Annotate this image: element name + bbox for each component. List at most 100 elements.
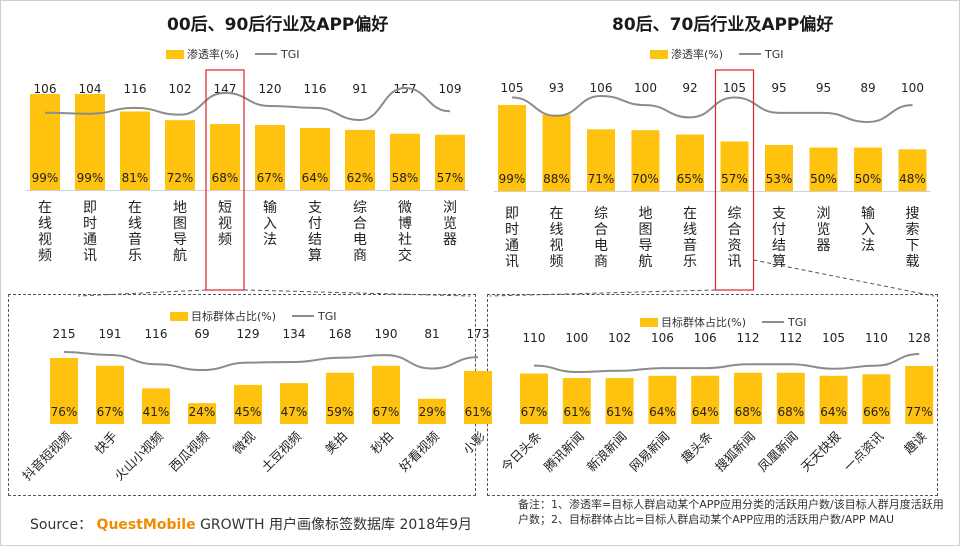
bar xyxy=(498,105,526,191)
footnote: 备注：1、渗透率=目标人群启动某个APP应用分类的活跃用户数/该目标人群月度活跃… xyxy=(518,498,944,526)
tgi-value-label: 128 xyxy=(908,331,931,345)
bar-value-label: 64% xyxy=(649,405,676,419)
legend-line-label: TGI xyxy=(788,315,807,329)
category-label: 快手 xyxy=(92,429,120,457)
category-label: 地图导航 xyxy=(639,206,653,270)
category-label: 输入法 xyxy=(263,200,277,248)
bar xyxy=(234,384,262,424)
category-label: 综合电商 xyxy=(353,200,367,264)
category-label: 微博社交 xyxy=(398,200,412,264)
category-label: 抖音短视频 xyxy=(19,428,74,483)
chart-1: 99% 105 即时通讯 88% 93 在线视频 71% 106 综合电商 70% 100 地图导航 6… xyxy=(489,69,935,297)
bar-value-label: 66% xyxy=(863,405,890,419)
tgi-value-label: 95 xyxy=(771,81,786,95)
chart-title-young: 00后、90后行业及APP偏好 xyxy=(167,15,389,35)
tgi-value-label: 116 xyxy=(124,82,147,96)
bar-value-label: 72% xyxy=(167,171,194,185)
tgi-value-label: 69 xyxy=(194,327,209,341)
category-label: 好看视频 xyxy=(396,428,442,474)
tgi-value-label: 105 xyxy=(501,81,524,95)
bar xyxy=(255,125,285,190)
tgi-value-label: 110 xyxy=(865,331,888,345)
source-prefix: Source： xyxy=(30,517,93,533)
bar-value-label: 61% xyxy=(606,405,633,419)
legend-line-label: TGI xyxy=(318,309,337,323)
bar xyxy=(691,375,720,424)
category-label: 今日头条 xyxy=(498,428,544,474)
bar-value-label: 58% xyxy=(392,171,419,185)
bar xyxy=(300,127,330,190)
bar xyxy=(75,94,105,190)
category-label: 西瓜视频 xyxy=(166,428,212,474)
bar xyxy=(720,141,749,191)
bar-value-label: 62% xyxy=(347,171,374,185)
category-label: 搜狐新闻 xyxy=(712,429,758,475)
bar xyxy=(819,375,848,424)
bar xyxy=(435,134,465,190)
category-label: 小影 xyxy=(460,428,489,457)
tgi-line xyxy=(63,351,479,372)
bar xyxy=(464,371,492,424)
chart-0: 99% 106 在线视频 99% 104 即时通讯 81% 116 在线音乐 72% 102 地图导航… xyxy=(26,69,471,297)
tgi-value-label: 81 xyxy=(424,327,439,341)
tgi-value-label: 106 xyxy=(590,81,613,95)
tgi-value-label: 106 xyxy=(694,331,717,345)
category-label: 在线音乐 xyxy=(683,206,697,270)
bar xyxy=(345,129,375,190)
legend-line-label: TGI xyxy=(281,47,300,61)
tgi-value-label: 129 xyxy=(237,327,260,341)
bar-value-label: 61% xyxy=(563,405,590,419)
tgi-value-label: 110 xyxy=(523,331,546,345)
tgi-value-label: 104 xyxy=(79,82,102,96)
bar-value-label: 68% xyxy=(777,405,804,419)
bar xyxy=(854,147,882,191)
source-rest: GROWTH 用户画像标签数据库 2018年9月 xyxy=(200,517,473,533)
legend-bar-swatch xyxy=(166,49,184,59)
tgi-value-label: 102 xyxy=(608,331,631,345)
legend-bar-label: 渗透率(%) xyxy=(671,48,724,61)
bar xyxy=(520,373,548,424)
tgi-value-label: 93 xyxy=(549,81,564,95)
chart-3: 67% 110 今日头条 61% 100 腾讯新闻 61% 102 新浪新闻 64% 106 网易新闻… xyxy=(498,331,934,475)
category-label: 凤凰新闻 xyxy=(755,429,801,475)
tgi-value-label: 106 xyxy=(34,82,57,96)
tgi-line xyxy=(533,353,920,374)
tgi-value-label: 106 xyxy=(651,331,674,345)
connector-line xyxy=(243,289,471,297)
category-label: 短视频 xyxy=(218,200,232,248)
legend-line-swatch xyxy=(739,53,762,55)
category-label: 土豆视频 xyxy=(258,428,304,474)
legend-line-swatch xyxy=(762,321,785,323)
connector-line xyxy=(489,289,716,297)
tgi-value-label: 95 xyxy=(816,81,831,95)
bar xyxy=(605,378,634,424)
bar xyxy=(676,134,704,191)
tgi-line xyxy=(44,86,451,122)
tgi-value-label: 105 xyxy=(723,81,746,95)
category-label: 火山小视频 xyxy=(111,428,166,483)
legend-young: 渗透率(%) TGI xyxy=(166,46,300,62)
bar xyxy=(96,365,124,424)
bar xyxy=(142,388,170,424)
bar xyxy=(210,124,240,190)
legend-line-label: TGI xyxy=(765,47,784,61)
bar xyxy=(390,133,420,190)
tgi-value-label: 116 xyxy=(145,327,168,341)
tgi-value-label: 173 xyxy=(467,327,490,341)
tgi-value-label: 100 xyxy=(634,81,657,95)
legend-bar-swatch xyxy=(640,317,658,327)
category-label: 即时通讯 xyxy=(505,206,519,270)
bar-value-label: 71% xyxy=(588,172,615,186)
legend-bar-label: 渗透率(%) xyxy=(187,48,240,61)
highlight-box xyxy=(205,69,245,291)
tgi-value-label: 89 xyxy=(860,81,875,95)
legend-short-video: 目标群体占比(%) TGI xyxy=(170,308,337,324)
bar-value-label: 68% xyxy=(735,405,762,419)
bar xyxy=(776,372,805,424)
connector-line xyxy=(753,259,935,297)
tgi-value-label: 91 xyxy=(352,82,367,96)
bar-value-label: 53% xyxy=(766,172,793,186)
category-label: 在线音乐 xyxy=(128,200,142,264)
legend-bar-swatch xyxy=(650,49,668,59)
